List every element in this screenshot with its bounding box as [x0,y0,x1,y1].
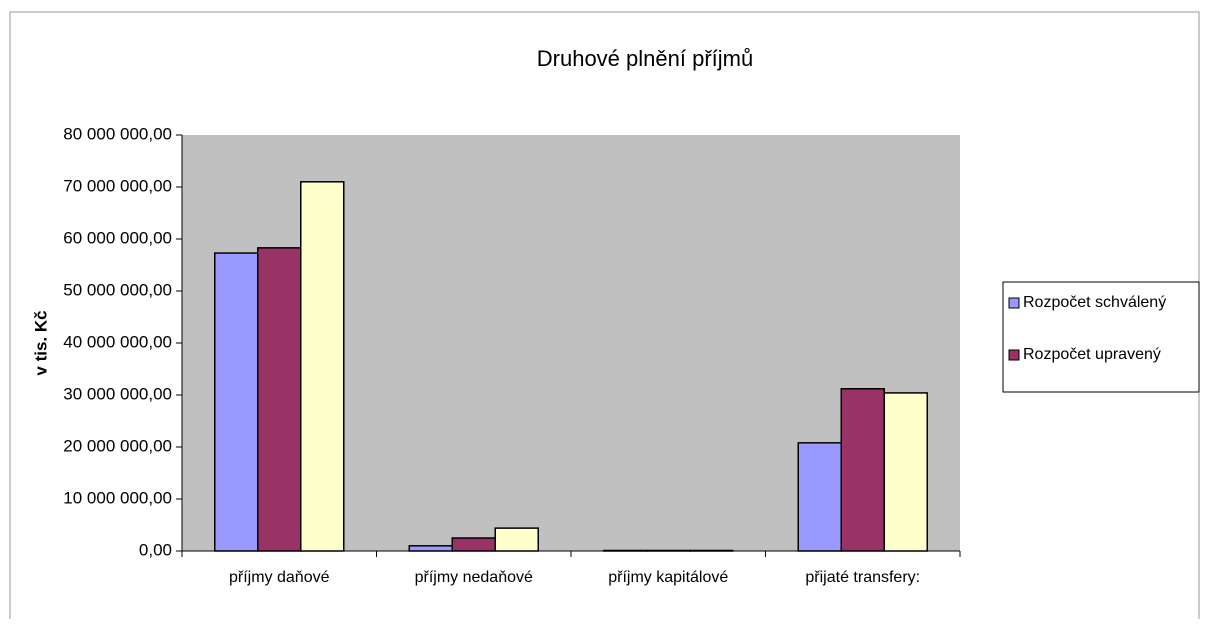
legend-swatch [1008,349,1020,361]
x-tick-label: přijaté transfery: [805,569,920,586]
y-tick-label: 0,00 [139,540,172,559]
legend-label: Rozpočet schválený [1023,294,1166,311]
y-tick-label: 40 000 000,00 [63,332,172,351]
y-tick-label: 10 000 000,00 [63,488,172,507]
legend-swatch [1008,297,1020,309]
bar [214,252,259,552]
legend-box [1002,281,1200,393]
bar [451,537,496,552]
bar [300,181,345,552]
y-axis-label: v tis. Kč [31,310,50,375]
y-tick-label: 60 000 000,00 [63,228,172,247]
y-tick-label: 30 000 000,00 [63,384,172,403]
bar [840,388,885,552]
y-tick-label: 80 000 000,00 [63,124,172,143]
chart-title: Druhové plnění příjmů [537,46,753,71]
y-tick-label: 70 000 000,00 [63,176,172,195]
x-tick-label: příjmy daňové [229,569,330,586]
bar [257,247,302,552]
legend-label: Rozpočet upravený [1023,346,1161,363]
y-tick-label: 20 000 000,00 [63,436,172,455]
x-tick-label: příjmy nedaňové [415,569,533,586]
bar [408,545,453,552]
y-tick-label: 50 000 000,00 [63,280,172,299]
bar [797,442,842,552]
x-tick-label: příjmy kapitálové [608,569,728,586]
bar [883,392,928,552]
bar [494,527,539,552]
